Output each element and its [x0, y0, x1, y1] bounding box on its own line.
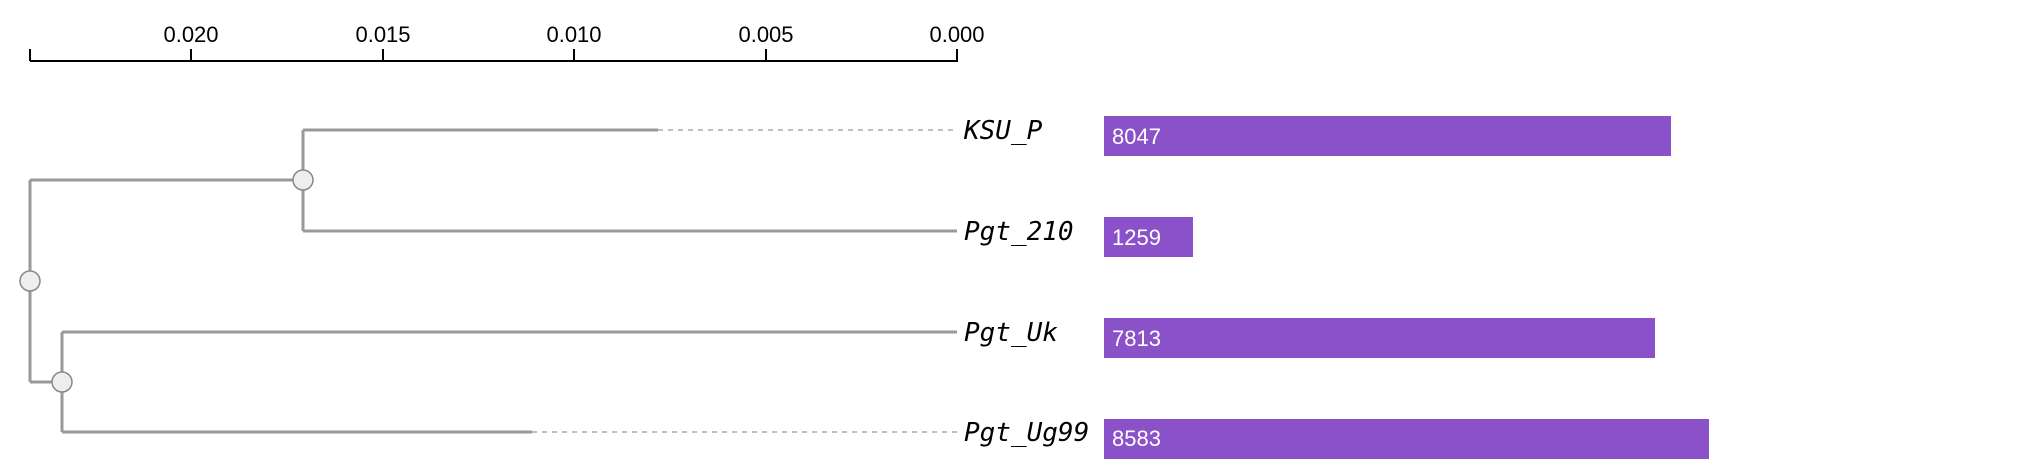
scale-tick-label: 0.020	[163, 22, 218, 47]
scale-tick-label: 0.005	[738, 22, 793, 47]
leaf-label-ksu-p: KSU_P	[963, 116, 1043, 146]
tree-branches	[28, 128, 957, 434]
clade-b-node[interactable]	[51, 371, 73, 393]
value-bar-ksu-p	[1104, 116, 1671, 156]
scale-tick-label: 0.010	[546, 22, 601, 47]
leaf-extensions	[532, 129, 957, 433]
internal-nodes	[19, 169, 314, 393]
value-bar-pgt-uk	[1104, 318, 1655, 358]
leaf-label-pgt-ug99: Pgt_Ug99	[964, 418, 1089, 448]
leaf-labels: KSU_P Pgt_210 Pgt_Uk Pgt_Ug99	[963, 116, 1089, 448]
value-bar-pgt-210	[1104, 217, 1193, 257]
scale-tick-label: 0.015	[355, 22, 410, 47]
bar-value-label: 1259	[1112, 225, 1161, 250]
clade-a-node[interactable]	[292, 169, 314, 191]
bar-value-label: 7813	[1112, 326, 1161, 351]
value-bar-pgt-ug99	[1104, 419, 1709, 459]
root-node[interactable]	[19, 270, 41, 292]
distance-scale: 0.020 0.015 0.010 0.005 0.000	[29, 22, 985, 62]
bar-value-label: 8047	[1112, 124, 1161, 149]
value-bars: 8047 1259 7813 8583	[1104, 116, 1709, 459]
scale-tick-label: 0.000	[929, 22, 984, 47]
bar-value-label: 8583	[1112, 426, 1161, 451]
leaf-label-pgt-210: Pgt_210	[964, 217, 1074, 247]
leaf-label-pgt-uk: Pgt_Uk	[964, 318, 1058, 348]
